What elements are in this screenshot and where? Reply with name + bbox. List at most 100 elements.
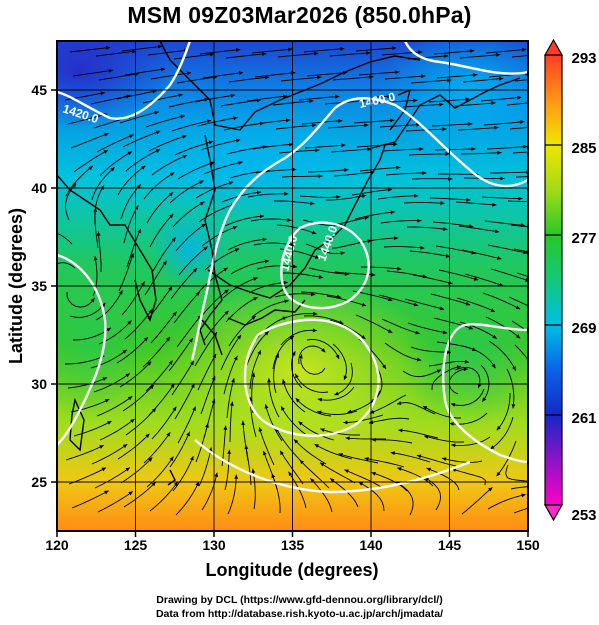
streamline: [220, 99, 262, 107]
streamline-arrow: [134, 205, 139, 210]
streamline: [320, 428, 360, 436]
streamline: [431, 123, 473, 127]
streamline: [377, 195, 419, 200]
streamline-arrow: [209, 52, 215, 57]
streamline: [412, 274, 453, 285]
streamline-arrow: [233, 116, 238, 121]
streamline: [485, 48, 527, 54]
streamline-arrow: [251, 372, 256, 378]
y-tick-label: 35: [31, 278, 47, 294]
colorbar-label: 285: [571, 140, 596, 157]
streamline-arrow: [181, 135, 187, 139]
streamline: [256, 265, 298, 270]
streamline: [71, 490, 109, 509]
streamline: [97, 491, 134, 513]
colorbar-label: 269: [571, 320, 596, 337]
streamline: [433, 317, 474, 330]
streamline-arrow: [491, 363, 496, 369]
streamline-arrow: [108, 68, 114, 73]
streamline-arrow: [335, 354, 340, 360]
streamline: [97, 231, 102, 273]
streamline-arrow: [171, 237, 176, 242]
streamline-arrow: [424, 435, 429, 439]
streamline-arrow: [118, 290, 123, 295]
streamline: [220, 334, 242, 371]
streamline: [409, 250, 451, 258]
streamline-arrow: [393, 142, 398, 147]
streamline-arrow: [214, 472, 219, 478]
streamline-arrow: [136, 184, 141, 189]
streamline-arrow: [338, 119, 343, 123]
streamline: [99, 151, 133, 177]
streamline-arrow: [496, 425, 501, 431]
streamline: [384, 75, 426, 80]
streamline-arrow: [540, 341, 544, 345]
streamline: [273, 353, 280, 394]
streamline-arrow: [364, 216, 369, 220]
streamline: [175, 223, 206, 252]
streamline-arrow: [253, 297, 258, 301]
streamline: [357, 237, 399, 244]
streamline: [371, 472, 408, 492]
streamline-arrow: [122, 444, 128, 449]
streamline-arrow: [105, 45, 111, 50]
streamline-arrow: [530, 479, 534, 483]
streamline: [194, 94, 235, 103]
streamline: [169, 180, 204, 204]
streamline-arrow: [500, 176, 505, 181]
streamline-arrow: [390, 118, 395, 123]
streamline: [428, 360, 470, 367]
streamline: [246, 95, 288, 102]
streamline-arrow: [344, 469, 349, 474]
streamline: [69, 302, 106, 318]
streamline: [333, 171, 375, 177]
streamline-arrow: [145, 433, 150, 438]
streamline-arrow: [189, 456, 194, 461]
streamline-arrow: [280, 450, 284, 456]
streamline-arrow: [392, 46, 397, 51]
streamline-arrow: [208, 140, 214, 145]
streamline-arrow: [394, 236, 399, 241]
streamline: [343, 414, 384, 424]
streamline: [496, 393, 511, 431]
streamline-arrow: [314, 255, 320, 259]
streamline-arrow: [173, 481, 178, 487]
streamline: [96, 134, 134, 153]
streamline: [384, 342, 422, 361]
streamline-arrow: [496, 52, 501, 57]
streamline-arrow: [190, 383, 195, 389]
streamline: [171, 360, 195, 396]
streamline: [224, 215, 265, 227]
streamline: [354, 211, 395, 220]
streamline-arrow: [195, 481, 199, 487]
streamline: [279, 248, 320, 259]
streamline-arrow: [492, 334, 497, 339]
streamline-arrow: [257, 350, 261, 355]
streamline-arrow: [397, 266, 402, 271]
streamline-arrow: [106, 327, 111, 332]
streamline: [98, 73, 140, 81]
streamline: [225, 53, 267, 59]
streamline: [356, 143, 398, 148]
streamline-arrow: [390, 210, 395, 215]
streamline-arrow: [295, 373, 299, 379]
streamline-arrow: [122, 349, 127, 354]
streamline-arrow: [413, 302, 419, 307]
streamline: [461, 486, 493, 515]
streamline-arrow: [340, 251, 345, 256]
streamline: [424, 477, 442, 511]
streamline: [151, 154, 188, 176]
streamline-arrow: [224, 289, 229, 294]
streamline-arrow: [521, 493, 526, 498]
streamline: [172, 456, 194, 492]
streamline: [486, 145, 528, 150]
x-axis: 120 125 130 135 140 145 150: [45, 531, 540, 553]
streamline: [327, 124, 369, 129]
streamline-arrow: [262, 237, 267, 242]
streamline: [454, 102, 496, 107]
streamline: [124, 309, 153, 340]
streamline: [351, 188, 393, 196]
streamline: [306, 338, 340, 360]
streamline: [432, 221, 474, 228]
streamline-arrow: [436, 369, 442, 374]
